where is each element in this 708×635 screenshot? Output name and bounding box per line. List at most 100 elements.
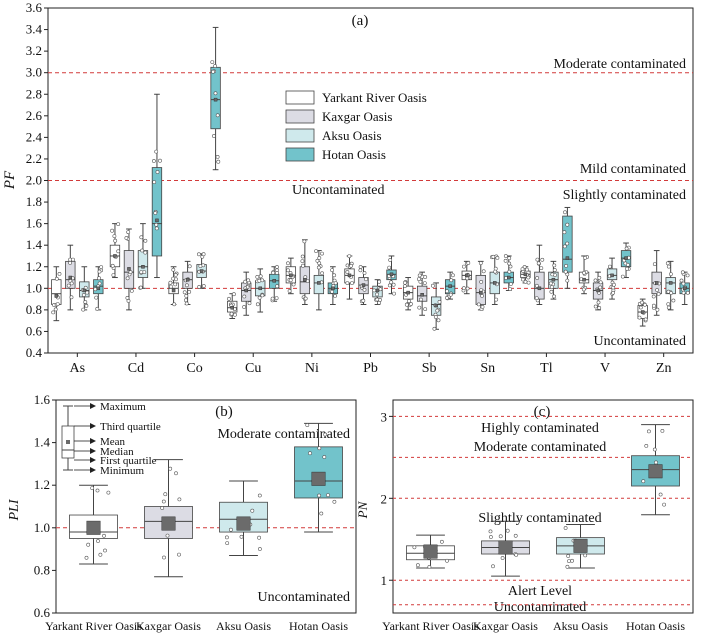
y-tick-label-a: 1.2 — [26, 259, 42, 274]
box-a-Cu-1-point — [242, 305, 247, 309]
box-a-Sn-3-point — [507, 256, 512, 261]
box-a-Tl-0-point — [521, 277, 525, 282]
box-a-Cd-1-point — [125, 276, 130, 281]
box-c-3-point — [644, 443, 649, 448]
box-c-0-point — [439, 539, 444, 544]
y-tick-label-a: 2.0 — [26, 173, 42, 188]
box-a-Pb-1-point — [362, 271, 367, 275]
box-a-Ni-1-mean — [303, 277, 307, 282]
box-a-Ni-0-point — [288, 278, 293, 283]
key-text-q3: Third quartile — [100, 421, 161, 433]
label-uncont-bottom-a: Uncontaminated — [593, 334, 686, 349]
box-a-Sn-2-point — [495, 255, 500, 260]
box-a-Zn-2-point — [669, 291, 674, 295]
box-a-Cd-3-point — [154, 222, 159, 227]
box-a-As-3-point — [95, 306, 100, 311]
x-tick-label-b: Aksu Oasis — [216, 619, 271, 633]
box-a-Ni-3-point — [333, 281, 338, 286]
panel-b: (b) PLI Moderate contaminated Uncontamin… — [7, 399, 357, 614]
y-tick-label-b: 1.4 — [34, 435, 51, 450]
box-a-V-0-mean — [582, 277, 586, 282]
x-tick-label-a: Zn — [656, 361, 672, 376]
box-a-Pb-0-point — [347, 254, 352, 259]
panel-c-label: (c) — [534, 404, 551, 420]
box-a-Zn-3-point — [685, 273, 690, 278]
box-a-As-1-mean — [68, 275, 73, 280]
box-a-Sn-3-point — [508, 282, 513, 286]
panel-a-ylabel: PF — [2, 170, 18, 190]
box-a-Sb-2-point — [437, 299, 442, 304]
box-a-Cu-2-point — [257, 295, 262, 300]
box-c-3-point — [658, 492, 663, 497]
box-a-V-3-point — [624, 246, 629, 251]
label-uncont-c: Uncontaminated — [494, 600, 587, 615]
box-a-Sn-2-point — [491, 254, 496, 259]
box-a-V-2-mean — [610, 273, 614, 278]
box-a-Pb-1-point — [361, 298, 366, 303]
box-a-Pb-0-point — [345, 270, 350, 274]
box-b-0-point — [90, 486, 95, 491]
box-a-Ni-3-point — [332, 273, 337, 278]
box-b-0-point — [86, 542, 91, 547]
box-b-3-point — [323, 432, 328, 437]
box-a-Cd-0-point — [110, 228, 115, 233]
box-a-Cd-2-point — [143, 250, 148, 255]
box-a-Co-3-point — [210, 60, 215, 65]
box-a-Zn-0-point — [638, 305, 643, 310]
x-tick-label-a: Sn — [480, 361, 495, 376]
box-a-Sb-0-point — [402, 284, 407, 289]
box-c-1-point — [488, 535, 493, 539]
box-c-1-point — [514, 553, 519, 557]
y-tick-label-a: 0.8 — [26, 302, 42, 317]
y-tick-label-c: 3 — [381, 409, 388, 424]
x-tick-label-a: As — [70, 361, 86, 376]
box-a-Zn-1-point — [651, 294, 656, 299]
box-a-Pb-0-point — [345, 281, 350, 286]
y-tick-label-a: 1.6 — [26, 216, 43, 231]
box-b-3-point — [319, 511, 324, 516]
y-tick-label-a: 3.6 — [26, 0, 43, 15]
box-a-As-0-point — [57, 271, 62, 276]
panel-b-label: (b) — [215, 404, 233, 420]
box-a-Ni-0-mean — [289, 273, 293, 278]
box-c-3-point — [647, 429, 651, 434]
box-a-Zn-0-point — [643, 317, 648, 322]
box-b-0-mean — [86, 520, 101, 535]
panel-b-ylabel: PLI — [7, 498, 22, 521]
box-a-Cd-3-point — [151, 159, 156, 163]
box-a-Cd-1-point — [128, 270, 133, 275]
box-b-0-point — [103, 548, 107, 553]
box-c-1-point — [500, 556, 505, 560]
box-a-Co-2-point — [196, 252, 201, 257]
box-b-0-point — [102, 533, 106, 538]
box-a-Co-0-mean — [171, 288, 176, 293]
box-c-0-point — [445, 558, 449, 563]
box-a-Zn-0-point — [640, 300, 644, 305]
box-a-Zn-2-point — [671, 298, 676, 303]
box-a-Sb-1-point — [417, 305, 422, 310]
box-c-2-point — [570, 558, 575, 563]
y-tick-label-a: 1.4 — [26, 237, 43, 252]
box-a-Cu-3-mean — [272, 279, 276, 283]
box-a-Cd-3-point — [154, 226, 159, 231]
box-a-Co-1-point — [187, 289, 192, 294]
box-a-Tl-2-point — [548, 281, 553, 286]
box-a-Pb-3-mean — [389, 272, 394, 277]
box-a-Cd-0-point — [111, 273, 116, 278]
box-a-Pb-0-point — [350, 281, 354, 286]
box-a-Sb-0-point — [407, 299, 411, 304]
panel-a: (a) PF Moderate contaminated Mild contam… — [2, 7, 694, 354]
box-a-Co-1-point — [187, 264, 192, 269]
x-tick-label-a: Sb — [422, 361, 437, 376]
label-alert-c: Alert Level — [508, 584, 572, 599]
x-tick-label-b: Hotan Oasis — [289, 619, 348, 633]
legend-swatch-aksu — [285, 128, 315, 143]
label-moderate-b: Moderate contaminated — [217, 427, 350, 442]
box-a-Co-0-point — [171, 267, 176, 272]
box-a-Cu-3-point — [275, 265, 279, 269]
box-a-Co-1-point — [184, 301, 189, 306]
box-b-2-point — [257, 547, 262, 551]
panel-b-frame — [55, 399, 357, 614]
legend-label-kaxgar: Kaxgar Oasis — [322, 109, 392, 124]
box-a-Zn-1-mean — [654, 281, 659, 285]
